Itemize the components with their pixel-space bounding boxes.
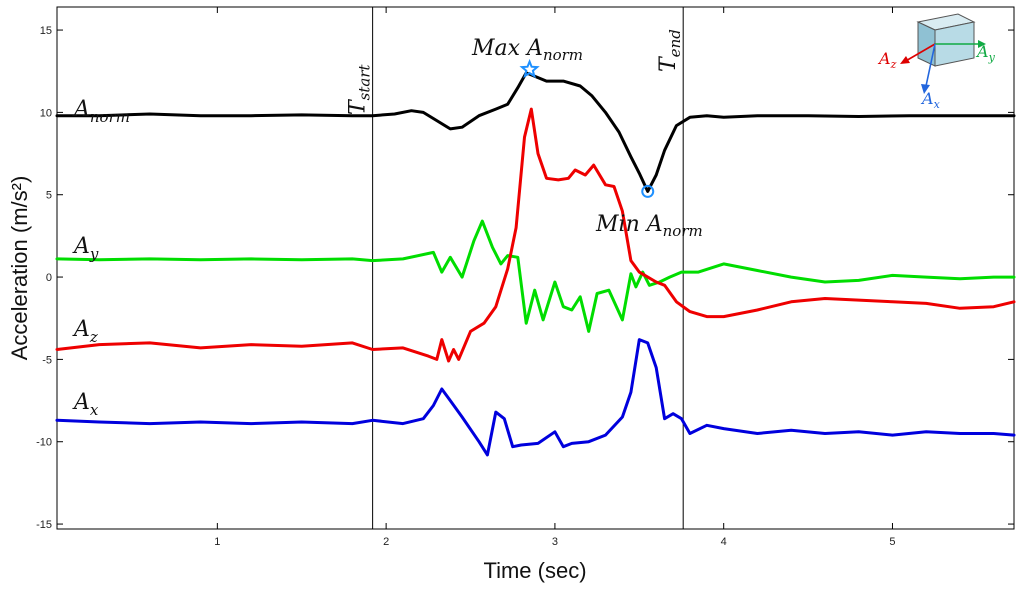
max-marker-star [519,58,540,79]
series-labels: Anorm Ay Az Ax [72,97,130,419]
series-line-a-x [55,338,1016,457]
inset-axis-z-arrow [903,43,936,63]
x-tick-label: 3 [552,536,558,548]
y-tick-label: -15 [36,519,52,531]
series-label-a-y: Ay [72,234,99,263]
min-marker-circle [641,184,655,198]
x-tick-label: 1 [214,536,220,548]
inset-label-ax: Ax [920,89,941,111]
series-label-a-x: Ax [72,390,99,419]
inset-axis-z-arrowhead [900,56,910,64]
x-axis-label: Time (sec) [483,558,586,583]
y-tick-label: -5 [42,354,52,366]
y-tick-label: 0 [46,272,52,284]
series-layer [55,71,1016,457]
series-line-a-norm [55,71,1016,193]
series-label-a-norm: Anorm [72,97,130,126]
y-tick-label: 5 [46,190,52,202]
y-tick-label: -10 [36,437,52,449]
x-tick-label: 2 [383,536,389,548]
vertical-lines: Tstart Tend [346,7,684,529]
inset-axis-y-arrowhead [978,40,986,48]
plot-frame [56,6,1015,530]
series-line-a-y [55,219,1016,333]
inset-label-az: Az [877,49,897,71]
orientation-inset: Az Ay Ax [877,13,996,111]
min-annotation: Min Anorm [595,212,703,240]
series-line-a-z [55,107,1016,363]
y-tick-label: 10 [40,107,52,119]
cube-icon [916,13,976,67]
inset-axis-x-arrowhead [921,84,930,94]
x-tick-label: 4 [721,536,727,548]
time-marker-label: Tstart [346,63,374,115]
max-annotation: Max Anorm [471,36,583,64]
inset-axis-x-arrow [925,43,936,87]
inset-label-ay: Ay [975,42,996,64]
series-label-a-z: Az [72,317,98,346]
y-axis-label: Acceleration (m/s²) [7,176,32,361]
time-marker-label: Tend [656,29,684,72]
axes-layer: -15 -10 -5 0 5 10 15 1 2 3 4 5 [36,7,1014,548]
y-tick-label: 15 [40,25,52,37]
x-tick-label: 5 [889,536,895,548]
